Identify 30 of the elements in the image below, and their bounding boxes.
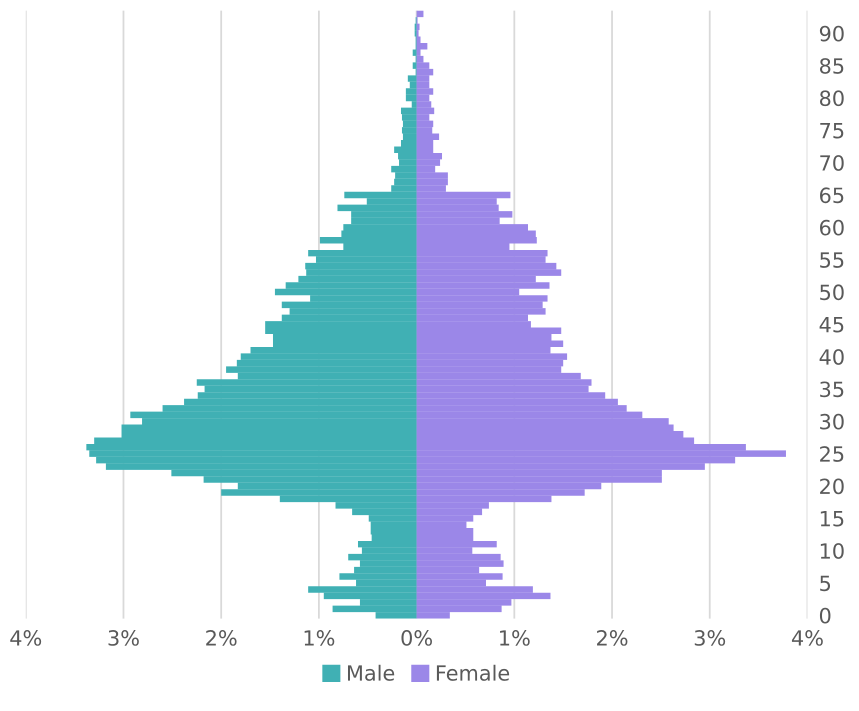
y-tick-label: 20	[820, 478, 844, 494]
y-tick-label: 45	[820, 317, 844, 333]
y-tick-label: 25	[820, 446, 844, 462]
y-tick-label: 75	[820, 123, 844, 139]
y-tick-label: 35	[820, 381, 844, 398]
x-tick-label: 3%	[694, 630, 726, 646]
legend-label: Male	[348, 664, 394, 681]
y-tick-label: 90	[820, 26, 844, 42]
x-tick-label: 0%	[401, 630, 432, 646]
y-tick-label: 0	[820, 608, 830, 624]
x-tick-label: 1%	[304, 630, 334, 646]
x-tick-label: 2%	[206, 630, 237, 646]
y-tick-label: 10	[820, 543, 844, 559]
y-tick-label: 80	[820, 90, 844, 106]
y-tick-label: 85	[820, 58, 844, 74]
x-tick-label: 1%	[500, 630, 530, 646]
y-tick-label: 65	[820, 187, 844, 204]
y-tick-label: 50	[820, 284, 844, 300]
y-tick-label: 55	[820, 252, 844, 268]
legend-label: Female	[436, 664, 510, 681]
y-tick-label: 5	[820, 576, 830, 592]
y-tick-label: 70	[820, 155, 844, 171]
x-tick-label: 2%	[597, 630, 628, 646]
x-tick-label: 4%	[10, 630, 42, 646]
y-tick-label: 15	[820, 511, 844, 527]
y-tick-label: 60	[820, 220, 844, 236]
y-tick-label: 40	[820, 349, 844, 365]
x-tick-label: 3%	[108, 630, 139, 646]
x-tick-label: 4%	[792, 630, 823, 646]
y-tick-label: 30	[820, 414, 844, 430]
